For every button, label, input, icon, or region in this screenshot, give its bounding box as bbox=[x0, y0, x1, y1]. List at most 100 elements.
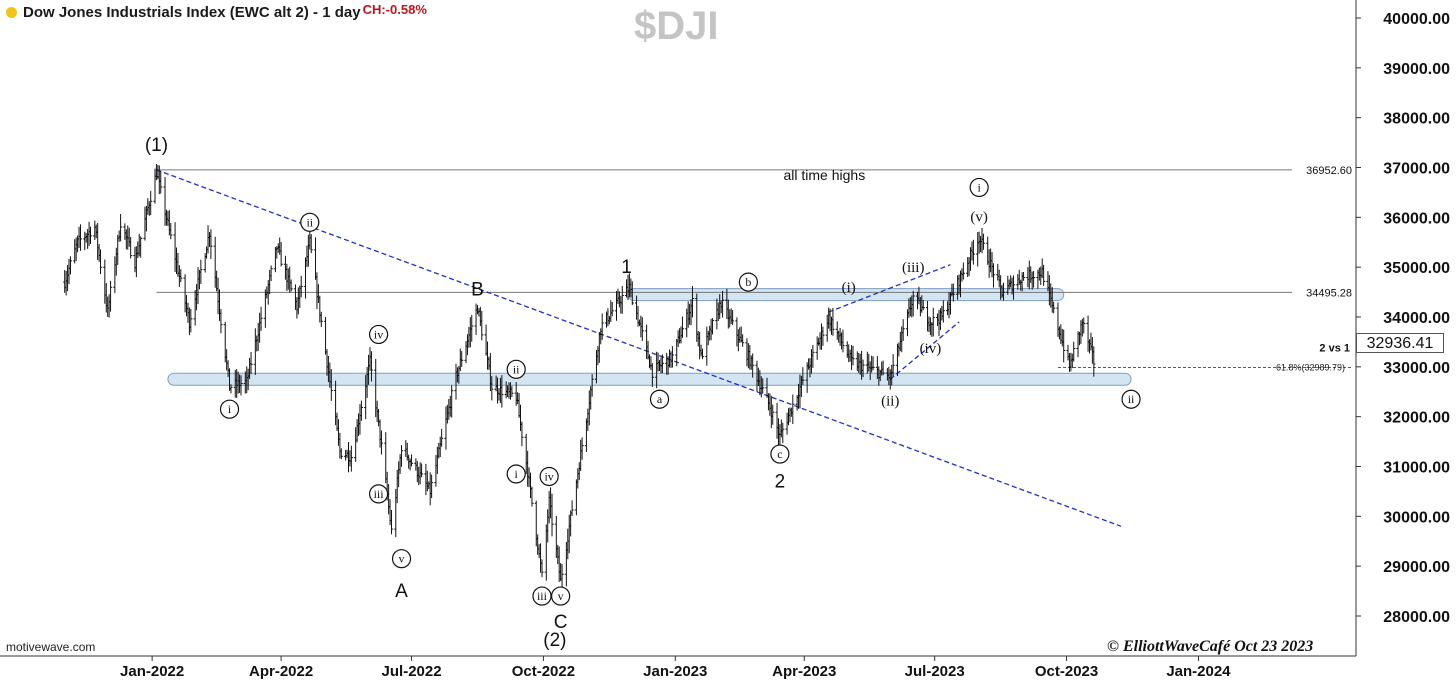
ohlc-bar bbox=[650, 363, 654, 387]
wave-label-circled: v bbox=[551, 586, 571, 606]
copyright-label: © ElliottWaveCafé Oct 23 2023 bbox=[1107, 638, 1314, 655]
last-price-tag: 32936.41 bbox=[1356, 333, 1444, 353]
wave-label-major: 2 bbox=[775, 471, 786, 492]
ohlc-bar bbox=[550, 493, 554, 537]
ohlc-bar bbox=[660, 354, 664, 374]
ohlc-bar bbox=[269, 265, 273, 282]
wave-circle bbox=[506, 464, 526, 484]
wave-label-circled: i bbox=[219, 399, 240, 419]
wave-label-circled: ii bbox=[1121, 389, 1141, 409]
wave-circle bbox=[770, 444, 790, 464]
wave-label-text: a bbox=[657, 392, 663, 406]
ohlc-bar bbox=[88, 226, 93, 245]
wave-label-circled: iii bbox=[368, 484, 389, 504]
trendline bbox=[889, 321, 960, 380]
ohlc-bar bbox=[961, 262, 965, 280]
x-tick-label: Jan-2023 bbox=[643, 663, 707, 680]
ohlc-bar bbox=[1001, 282, 1006, 301]
x-tick-label: Oct-2022 bbox=[512, 663, 575, 680]
ohlc-bar bbox=[731, 310, 735, 326]
ohlc-bar bbox=[991, 263, 996, 288]
ohlc-bar bbox=[219, 309, 223, 334]
wave-circle bbox=[738, 272, 758, 292]
x-tick-label: Jan-2024 bbox=[1166, 663, 1231, 680]
ohlc-bar bbox=[249, 352, 253, 375]
ohlc-bar bbox=[761, 378, 765, 394]
ohlc-bar bbox=[791, 394, 795, 424]
ohlc-bar bbox=[620, 286, 624, 314]
ohlc-bar bbox=[299, 275, 303, 298]
ohlc-bar bbox=[941, 300, 945, 323]
ohlc-bar bbox=[971, 239, 976, 265]
wave-label-text: c bbox=[777, 447, 782, 461]
y-tick-label: 31000.00 bbox=[1383, 460, 1450, 477]
ohlc-bar bbox=[309, 234, 313, 254]
ohlc-bar bbox=[500, 375, 504, 408]
ohlc-bar bbox=[680, 316, 685, 338]
wave-label-major: 1 bbox=[621, 257, 632, 278]
ohlc-bar bbox=[951, 283, 955, 302]
wave-circle bbox=[368, 484, 389, 504]
wave-label-text: iii bbox=[537, 589, 548, 603]
ohlc-bar bbox=[881, 360, 885, 376]
ohlc-bar bbox=[1042, 264, 1046, 286]
ohlc-bar bbox=[1021, 272, 1026, 281]
level-label: 34495.28 bbox=[1306, 287, 1352, 299]
ohlc-bar bbox=[68, 256, 73, 275]
ohlc-bar bbox=[700, 348, 705, 360]
wave-circle bbox=[506, 359, 526, 379]
ohlc-bar bbox=[108, 280, 113, 312]
wave-label-circled: i bbox=[506, 464, 526, 484]
wave-label-text: v bbox=[558, 589, 564, 603]
fib-level-label: 61.8%(32989.79) bbox=[1276, 362, 1345, 372]
ohlc-bar bbox=[369, 351, 374, 382]
ohlc-bar bbox=[339, 448, 343, 460]
status-dot-icon bbox=[6, 7, 17, 18]
wave-label-circled: c bbox=[770, 444, 790, 464]
wave-label-major: (1) bbox=[145, 135, 168, 156]
wave-circle bbox=[551, 586, 571, 606]
wave-label-text: ii bbox=[1128, 392, 1135, 406]
ohlc-bar bbox=[1052, 301, 1056, 314]
wave-label-text: i bbox=[977, 180, 981, 194]
brand-label: motivewave.com bbox=[6, 640, 96, 654]
plot-background bbox=[0, 0, 1356, 656]
wave-label-major: (2) bbox=[543, 630, 566, 651]
ohlc-bar bbox=[1082, 317, 1086, 334]
ohlc-bar bbox=[811, 344, 815, 368]
ohlc-bar bbox=[78, 224, 83, 251]
y-tick-label: 32000.00 bbox=[1383, 410, 1450, 427]
wave-circle bbox=[969, 177, 989, 198]
ohlc-bar bbox=[871, 356, 875, 371]
wave-label: (iv) bbox=[920, 341, 942, 357]
x-tick-label: Jul-2022 bbox=[382, 663, 442, 680]
ohlc-bar bbox=[741, 334, 745, 347]
y-tick-label: 39000.00 bbox=[1383, 61, 1450, 78]
wave-label-circled: b bbox=[738, 272, 758, 292]
wave-label-text: i bbox=[515, 467, 519, 481]
ohlc-bar bbox=[580, 437, 584, 460]
ohlc-bar bbox=[460, 351, 464, 367]
level-note: all time highs bbox=[783, 167, 865, 183]
ohlc-bar bbox=[821, 326, 825, 346]
ohlc-bar bbox=[510, 385, 514, 398]
x-tick-label: Apr-2022 bbox=[249, 663, 313, 680]
ohlc-bar bbox=[329, 369, 333, 401]
ohlc-bar bbox=[419, 463, 424, 478]
y-tick-label: 35000.00 bbox=[1383, 260, 1450, 277]
wave-label-text: ii bbox=[306, 215, 313, 229]
y-tick-label: 28000.00 bbox=[1383, 609, 1450, 626]
ohlc-bar bbox=[470, 314, 474, 342]
ohlc-bar bbox=[430, 474, 434, 499]
ohlc-bar bbox=[570, 500, 574, 516]
y-tick-label: 38000.00 bbox=[1383, 111, 1450, 128]
ohlc-bar bbox=[851, 346, 855, 366]
wave-circle bbox=[219, 399, 240, 419]
ohlc-bar bbox=[279, 242, 283, 267]
ohlc-bar bbox=[670, 346, 675, 368]
ohlc-bar bbox=[1062, 329, 1066, 363]
ohlc-bar bbox=[289, 279, 293, 292]
trendline bbox=[156, 169, 1122, 527]
